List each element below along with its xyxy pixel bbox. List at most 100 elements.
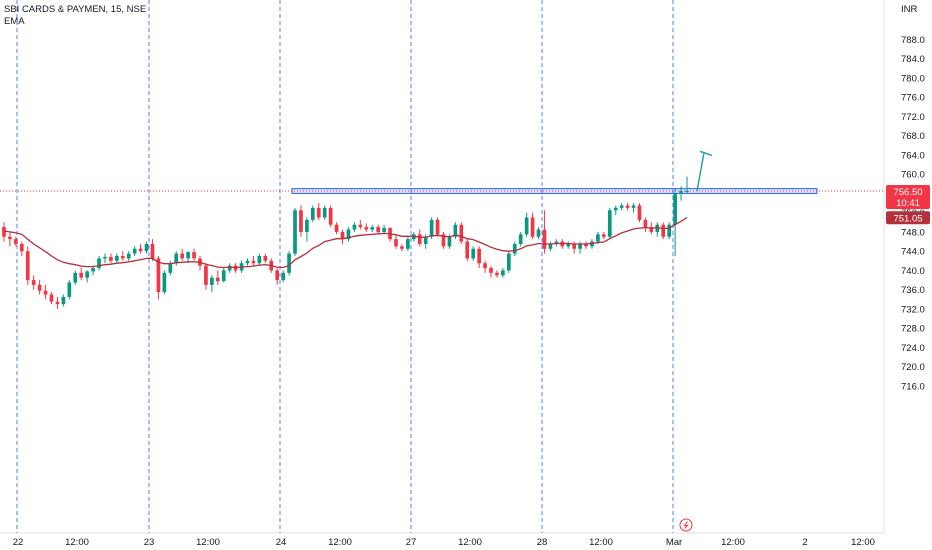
candle-body (501, 270, 505, 276)
candle-body (334, 224, 339, 232)
candle-body (364, 227, 369, 230)
price-tick-label: 748.0 (901, 227, 925, 238)
candle-body (447, 236, 452, 247)
candle-body (109, 256, 113, 261)
candle-body (115, 256, 119, 261)
candle-body (506, 253, 511, 271)
candle-body (120, 256, 125, 259)
candle-body (275, 270, 280, 281)
candle-body (572, 243, 576, 249)
candle-body (61, 296, 66, 305)
candle-body (524, 217, 529, 235)
candle-body (429, 219, 434, 237)
candle-body (400, 246, 404, 249)
price-tick-label: 728.0 (901, 324, 925, 335)
candle-body (91, 268, 95, 272)
price-tick-label: 736.0 (901, 285, 925, 296)
candle-body (453, 224, 458, 237)
candle-body (299, 210, 303, 232)
candle-body (406, 239, 410, 249)
ema-price-value: 751.05 (893, 213, 922, 224)
candle-body (150, 243, 155, 259)
candle-body (495, 272, 499, 276)
candle-body (596, 234, 600, 242)
candle-body (625, 205, 630, 208)
candle-body (667, 224, 672, 237)
time-tick-label: 2 (802, 537, 807, 548)
candle-body (542, 229, 547, 249)
candle-body (655, 224, 660, 232)
price-tick-label: 772.0 (901, 112, 925, 123)
candle-body (518, 234, 523, 244)
candle-body (613, 207, 618, 211)
candle-body (103, 256, 107, 259)
bar-countdown: 10:41 (896, 198, 920, 209)
candle-body (685, 191, 689, 193)
last-price-tag (886, 185, 930, 210)
candle-body (477, 248, 481, 264)
candle-body (168, 263, 173, 273)
candle-body (370, 227, 375, 230)
lightning-icon (683, 521, 689, 529)
candle-body (43, 290, 48, 295)
indicator-label: EMA (4, 16, 25, 27)
candle-body (566, 243, 571, 247)
candle-body (649, 227, 654, 232)
candle-body (245, 260, 250, 264)
projection-arrow-shaft (696, 152, 705, 192)
candle-body (483, 263, 487, 269)
time-tick-label: 23 (144, 537, 155, 548)
candle-body (97, 258, 101, 269)
candle-body (186, 252, 190, 259)
candle-body (8, 236, 12, 240)
candle-body (584, 243, 588, 247)
candle-body (619, 205, 624, 208)
price-tick-label: 788.0 (901, 35, 925, 46)
candle-body (132, 248, 137, 254)
chart-legend: SBI CARDS & PAYMEN, 15, NSE EMA (4, 4, 146, 28)
candle-body (221, 270, 226, 282)
candle-body (631, 205, 636, 208)
price-tick-label: 740.0 (901, 266, 925, 277)
candle-body (382, 228, 386, 232)
candle-body (673, 193, 677, 225)
candle-body (643, 219, 648, 228)
candle-body (637, 205, 642, 220)
price-tick-label: 716.0 (901, 381, 925, 392)
price-tick-label: 732.0 (901, 304, 925, 315)
candle-body (31, 280, 36, 285)
candle-body (602, 234, 606, 237)
candle-body (138, 248, 143, 252)
time-tick-label: 12:00 (65, 537, 89, 548)
candle-body (85, 271, 89, 278)
last-price-value: 756.50 (893, 187, 922, 198)
candle-body (19, 243, 24, 252)
price-tick-label: 764.0 (901, 150, 925, 161)
price-tick-label: 760.0 (901, 170, 925, 181)
time-tick-label: 12:00 (721, 537, 745, 548)
price-tick-label: 720.0 (901, 362, 925, 373)
candle-body (328, 207, 333, 225)
candle-body (352, 224, 357, 230)
candle-body (512, 243, 517, 254)
candle-body (192, 252, 196, 259)
price-tick-label: 776.0 (901, 93, 925, 104)
candle-body (459, 224, 464, 242)
candle-body (554, 241, 559, 244)
price-tick-label: 780.0 (901, 73, 925, 84)
time-tick-label: 12:00 (328, 537, 352, 548)
candle-body (180, 253, 185, 259)
candle-body (73, 272, 78, 283)
time-tick-label: 12:00 (458, 537, 482, 548)
ema-line (3, 216, 688, 269)
candle-body (174, 253, 179, 264)
candle-body (67, 282, 72, 297)
candle-body (204, 265, 208, 285)
time-tick-label: 12:00 (851, 537, 875, 548)
time-tick-label: 22 (13, 537, 24, 548)
price-tick-label: 744.0 (901, 247, 925, 258)
candle-body (376, 227, 381, 232)
candle-body (435, 219, 440, 235)
candle-body (162, 272, 167, 293)
